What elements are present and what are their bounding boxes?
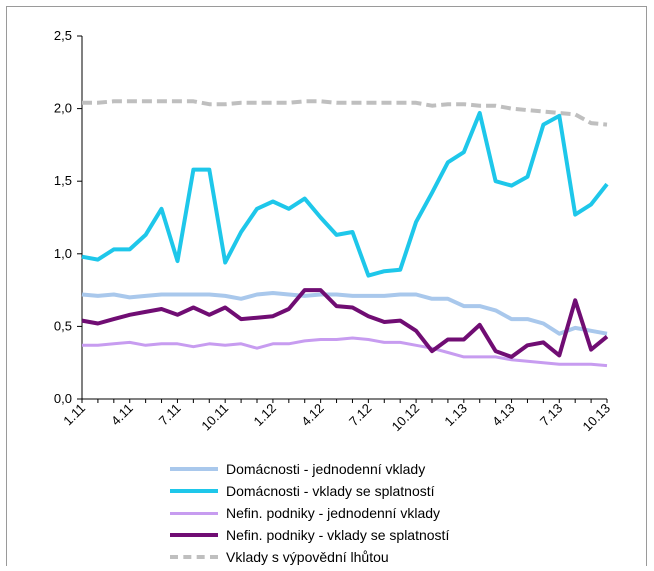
legend-label: Vklady s výpovědní lhůtou bbox=[226, 549, 389, 565]
x-tick-label: 10.11 bbox=[198, 401, 231, 434]
x-tick-label: 4.12 bbox=[298, 401, 327, 430]
legend-label: Nefin. podniky - jednodenní vklady bbox=[226, 505, 441, 521]
y-tick-label: 0,0 bbox=[54, 391, 72, 406]
series-line-1 bbox=[81, 291, 608, 336]
series-line-5 bbox=[82, 99, 608, 127]
x-tick-label: 7.11 bbox=[156, 401, 184, 429]
legend: Domácnosti - jednodenní vklady Domácnosti… bbox=[170, 458, 550, 568]
line-chart: 0,00,51,01,52,02,5 1.11 4.11 7.11 10.11 1.12… bbox=[54, 28, 614, 435]
x-tick-label: 10.13 bbox=[580, 401, 614, 435]
x-tick-label: 10.12 bbox=[389, 401, 423, 435]
legend-label: Domácnosti - jednodenní vklady bbox=[226, 461, 426, 477]
legend-item-1: Domácnosti - jednodenní vklady bbox=[170, 458, 550, 480]
series-line-4 bbox=[81, 288, 609, 359]
legend-label: Nefin. podniky - vklady se splatností bbox=[226, 527, 450, 543]
chart-frame bbox=[6, 6, 647, 566]
legend-swatch bbox=[170, 489, 218, 493]
x-tick-label: 4.13 bbox=[489, 401, 518, 430]
legend-label: Domácnosti - vklady se splatností bbox=[226, 483, 435, 499]
y-tick-label: 2,0 bbox=[54, 101, 72, 116]
legend-swatch bbox=[170, 555, 218, 559]
legend-item-2: Domácnosti - vklady se splatností bbox=[170, 480, 550, 502]
legend-swatch bbox=[170, 511, 218, 515]
x-axis: 1.11 4.11 7.11 10.11 1.12 4.12 7.12 10.12 1.13 4.… bbox=[60, 398, 614, 435]
x-tick-label: 7.13 bbox=[537, 401, 566, 430]
legend-item-5: Vklady s výpovědní lhůtou bbox=[170, 546, 550, 568]
legend-swatch bbox=[170, 533, 218, 537]
y-tick-label: 0,5 bbox=[54, 318, 72, 333]
series-line-3 bbox=[82, 336, 608, 368]
y-tick-label: 2,5 bbox=[54, 28, 72, 43]
x-tick-label: 1.12 bbox=[251, 401, 280, 430]
series-line-2 bbox=[81, 111, 609, 278]
series-lines bbox=[81, 99, 609, 368]
legend-item-4: Nefin. podniky - vklady se splatností bbox=[170, 524, 550, 546]
y-tick-label: 1,5 bbox=[54, 173, 72, 188]
x-tick-label: 7.12 bbox=[346, 401, 375, 430]
y-axis: 0,0 0,5 1,0 1,5 2,0 2,5 bbox=[54, 28, 83, 406]
legend-item-3: Nefin. podniky - jednodenní vklady bbox=[170, 502, 550, 524]
x-tick-label: 4.11 bbox=[108, 401, 136, 429]
y-tick-label: 1,0 bbox=[54, 246, 72, 261]
legend-swatch bbox=[170, 467, 218, 471]
x-tick-label: 1.13 bbox=[441, 401, 470, 430]
